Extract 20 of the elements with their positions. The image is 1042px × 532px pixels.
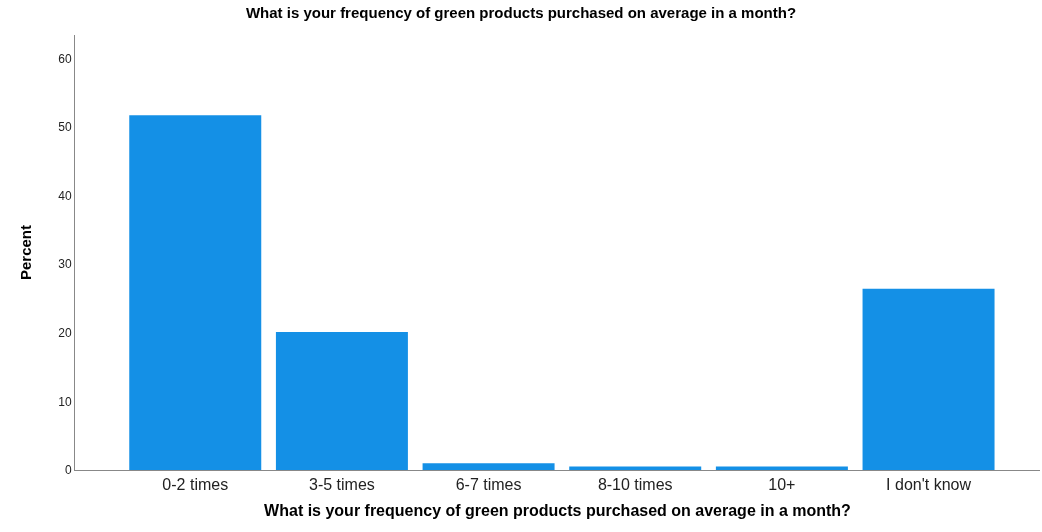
x-tick-label: 8-10 times: [597, 476, 673, 494]
chart-title: What is your frequency of green products purchased on average in a month?: [245, 4, 797, 22]
y-tick-label: 0: [64, 463, 72, 478]
y-tick-label: 40: [58, 188, 72, 203]
x-axis-title: What is your frequency of green products purchased on average in a month?: [264, 501, 851, 519]
y-tick-label: 50: [58, 120, 72, 135]
x-tick-label: I don't know: [886, 476, 972, 494]
bar: [422, 463, 555, 470]
x-tick-label: 10+: [768, 476, 796, 494]
bar: [275, 332, 408, 470]
bar: [129, 115, 262, 470]
x-tick-label: 3-5 times: [309, 476, 375, 494]
y-axis-title: Percent: [17, 224, 35, 281]
x-tick-label: 6-7 times: [455, 476, 522, 494]
bar: [862, 288, 995, 470]
x-tick-label: 0-2 times: [162, 476, 229, 494]
y-tick-label: 60: [58, 51, 72, 66]
y-tick-label: 30: [58, 257, 72, 272]
y-tick-label: 20: [58, 325, 72, 340]
y-tick-label: 10: [58, 394, 72, 409]
